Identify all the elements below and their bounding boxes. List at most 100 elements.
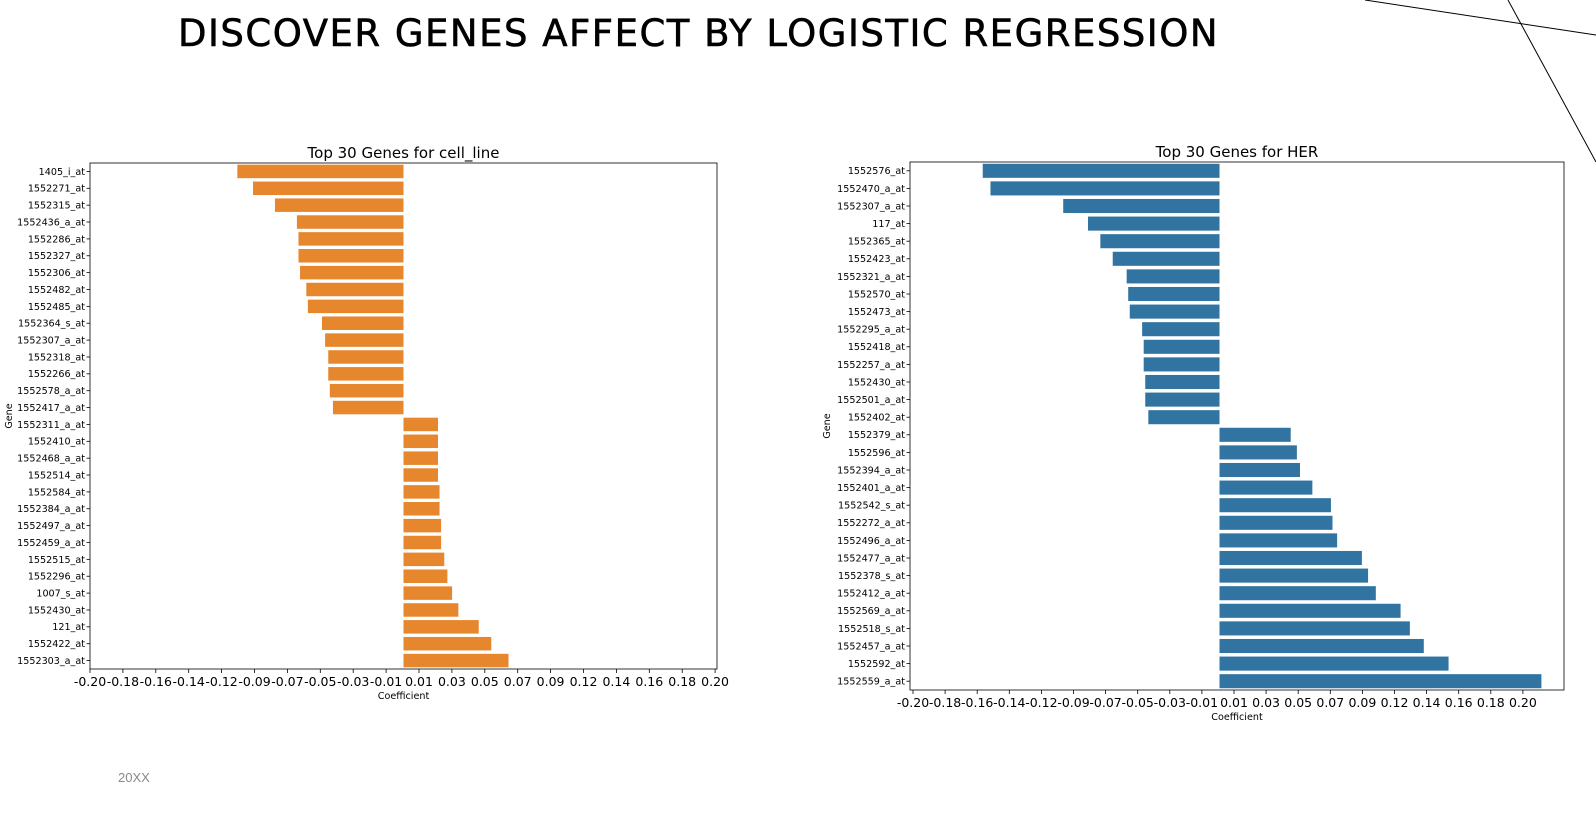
bar [982, 163, 1220, 178]
x-tick-label: -0.01 [370, 674, 402, 689]
y-tick-label: 1552321_a_at [837, 272, 905, 283]
y-tick-label: 1552311_a_at [17, 420, 85, 431]
y-axis-label: Gene [822, 413, 833, 438]
y-tick-label: 1405_i_at [39, 167, 86, 178]
x-tick-label: 0.16 [635, 674, 663, 689]
y-tick-label: 1552578_a_at [17, 386, 85, 397]
bar [1063, 198, 1220, 214]
bar [403, 518, 442, 533]
y-tick-label: 1552296_at [28, 572, 85, 583]
bar [329, 383, 404, 398]
x-tick-label: 0.18 [668, 674, 696, 689]
bar [403, 535, 442, 550]
bar [1219, 462, 1300, 478]
y-tick-label: 1552365_at [848, 237, 905, 248]
x-tick-label: 0.20 [1509, 695, 1537, 710]
bar [403, 417, 438, 432]
x-tick-label: -0.05 [304, 674, 336, 689]
y-tick-label: 1552596_at [848, 448, 905, 459]
bar [307, 299, 404, 314]
y-tick-label: 1552570_at [848, 289, 905, 300]
y-tick-label: 1552477_a_at [837, 553, 905, 564]
bar [403, 434, 438, 449]
bar [403, 552, 445, 567]
bar [1219, 603, 1401, 618]
x-axis-label: Coefficient [378, 691, 430, 702]
x-tick-label: -0.01 [1186, 695, 1218, 710]
chart-group: 1552576_at 1552470_a_at 1552307_a_at 117_at… [822, 143, 1565, 723]
bar [300, 265, 404, 280]
y-tick-label: 1552430_at [848, 377, 905, 388]
y-tick-label: 1552592_at [848, 659, 905, 670]
bar [296, 215, 404, 229]
y-tick-label: 1552422_at [28, 639, 85, 650]
x-tick-label: -0.07 [271, 674, 303, 689]
y-tick-label: 1552576_at [848, 166, 905, 177]
bar [1219, 674, 1542, 689]
y-tick-label: 1552470_a_at [837, 184, 905, 195]
chart-group: 1405_i_at 1552271_at 1552315_at 1552436_a_a… [4, 144, 729, 702]
y-tick-label: 1552394_a_at [837, 465, 905, 476]
bar [321, 316, 404, 330]
y-tick-label: 1552286_at [28, 234, 85, 245]
bar [403, 620, 479, 634]
x-tick-label: 0.09 [1348, 695, 1376, 710]
bar [1145, 392, 1220, 407]
chart-title: Top 30 Genes for cell_line [307, 144, 500, 163]
y-tick-label: 1552482_at [28, 285, 85, 296]
x-tick-label: 0.12 [570, 674, 598, 689]
bar [403, 569, 448, 583]
x-tick-label: -0.14 [993, 695, 1025, 710]
x-tick-label: -0.16 [140, 674, 172, 689]
x-tick-label: -0.16 [961, 695, 993, 710]
bar [325, 333, 404, 347]
y-tick-label: 1552457_a_at [837, 641, 905, 652]
bar [332, 400, 404, 415]
x-tick-label: 0.16 [1445, 695, 1473, 710]
bar [1100, 234, 1220, 249]
y-tick-label: 1552295_a_at [837, 325, 905, 336]
x-tick-label: 0.18 [1477, 695, 1505, 710]
bar [1219, 550, 1362, 566]
x-tick-label: 0.05 [1284, 695, 1312, 710]
x-tick-label: -0.12 [1025, 695, 1057, 710]
bar [328, 350, 404, 364]
bar [237, 164, 404, 179]
y-tick-label: 117_at [872, 219, 905, 230]
bar [403, 451, 438, 465]
bar [403, 586, 453, 600]
x-tick-label: 0.01 [1220, 695, 1248, 710]
y-tick-label: 1552410_at [28, 437, 85, 448]
y-tick-label: 1552468_a_at [17, 454, 85, 465]
y-tick-label: 1552496_a_at [837, 536, 905, 547]
x-tick-label: 0.12 [1381, 695, 1409, 710]
y-tick-label: 1552423_at [848, 254, 905, 265]
bar [274, 198, 404, 212]
plot-frame [89, 162, 718, 670]
x-tick-label: -0.03 [337, 674, 369, 689]
bar [1219, 427, 1291, 442]
y-tick-label: 1552473_at [848, 307, 905, 318]
bar [1219, 515, 1333, 530]
bar [403, 485, 440, 499]
bar [1126, 269, 1220, 284]
y-tick-label: 1552514_at [28, 470, 85, 481]
plot-frame [909, 161, 1565, 691]
y-tick-label: 1552384_a_at [17, 504, 85, 515]
y-tick-label: 1552412_a_at [837, 589, 905, 600]
bar [403, 653, 509, 668]
x-tick-label: -0.05 [1122, 695, 1154, 710]
x-tick-label: -0.07 [1089, 695, 1121, 710]
bar [1142, 322, 1220, 337]
x-tick-label: -0.03 [1154, 695, 1186, 710]
bar [403, 502, 440, 516]
y-axis-label: Gene [4, 403, 15, 428]
y-tick-label: 1552378_s_at [838, 571, 905, 582]
y-tick-label: 1552307_a_at [837, 201, 905, 212]
x-tick-label: 0.09 [537, 674, 565, 689]
bar [1129, 304, 1220, 319]
y-tick-label: 1552402_at [848, 413, 905, 424]
y-tick-label: 1552315_at [28, 201, 85, 212]
